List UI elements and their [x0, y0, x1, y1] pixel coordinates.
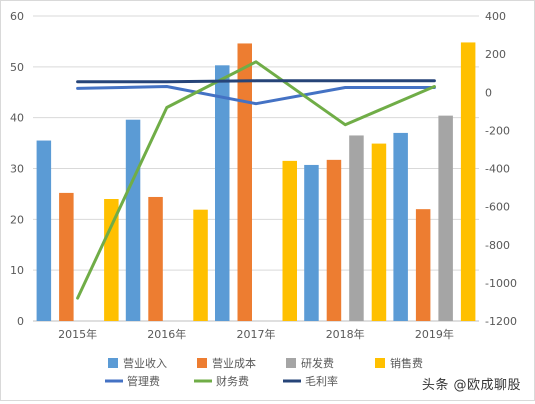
bar-销售费 — [283, 161, 298, 321]
bar-营业收入 — [215, 65, 230, 321]
y-left-tick-label: 30 — [10, 163, 24, 176]
y-right-tick-label: 0 — [485, 86, 492, 99]
legend-swatch-销售费 — [375, 358, 385, 368]
legend-label-营业收入: 营业收入 — [123, 356, 167, 370]
legend-swatch-研发费 — [286, 358, 296, 368]
line-毛利率 — [78, 81, 435, 82]
legend-swatch-营业成本 — [197, 358, 207, 368]
y-right-tick-label: 400 — [485, 10, 506, 23]
y-left-tick-label: 60 — [10, 10, 24, 23]
bar-营业成本 — [148, 197, 163, 321]
bar-营业成本 — [238, 43, 253, 321]
y-right-tick-label: -400 — [485, 163, 510, 176]
bar-营业成本 — [416, 209, 431, 321]
bar-销售费 — [461, 42, 476, 321]
y-right-tick-label: -600 — [485, 201, 510, 214]
y-right-tick-label: -800 — [485, 239, 510, 252]
y-right-tick-label: -1200 — [485, 315, 517, 328]
y-right-tick-label: -200 — [485, 124, 510, 137]
legend-label-研发费: 研发费 — [301, 356, 334, 370]
legend-swatch-营业收入 — [108, 358, 118, 368]
bar-营业收入 — [126, 120, 141, 321]
bar-研发费 — [349, 135, 364, 321]
legend-label-管理费: 管理费 — [127, 374, 160, 388]
line-管理费 — [78, 87, 435, 104]
y-left-tick-label: 10 — [10, 264, 24, 277]
y-left-tick-label: 20 — [10, 213, 24, 226]
x-tick-label: 2018年 — [326, 327, 365, 341]
bar-研发费 — [438, 116, 453, 321]
x-tick-label: 2017年 — [237, 327, 276, 341]
y-right-tick-label: -1000 — [485, 277, 517, 290]
y-left-tick-label: 0 — [17, 315, 24, 328]
x-tick-label: 2015年 — [58, 327, 97, 341]
bar-销售费 — [193, 210, 208, 321]
y-left-tick-label: 50 — [10, 61, 24, 74]
bar-营业成本 — [59, 193, 74, 321]
bar-营业收入 — [37, 141, 52, 321]
x-tick-label: 2016年 — [147, 327, 186, 341]
legend-label-毛利率: 毛利率 — [305, 374, 338, 388]
x-tick-label: 2019年 — [415, 327, 454, 341]
legend-label-销售费: 销售费 — [390, 356, 423, 370]
legend-label-财务费: 财务费 — [216, 374, 249, 388]
y-left-tick-label: 40 — [10, 112, 24, 125]
watermark: 头条 @欧成聊股 — [422, 374, 521, 393]
bar-营业收入 — [304, 165, 319, 321]
bar-营业收入 — [393, 133, 408, 321]
bar-营业成本 — [327, 160, 342, 321]
y-right-tick-label: 200 — [485, 48, 506, 61]
bar-销售费 — [372, 144, 387, 321]
legend-label-营业成本: 营业成本 — [212, 356, 256, 370]
